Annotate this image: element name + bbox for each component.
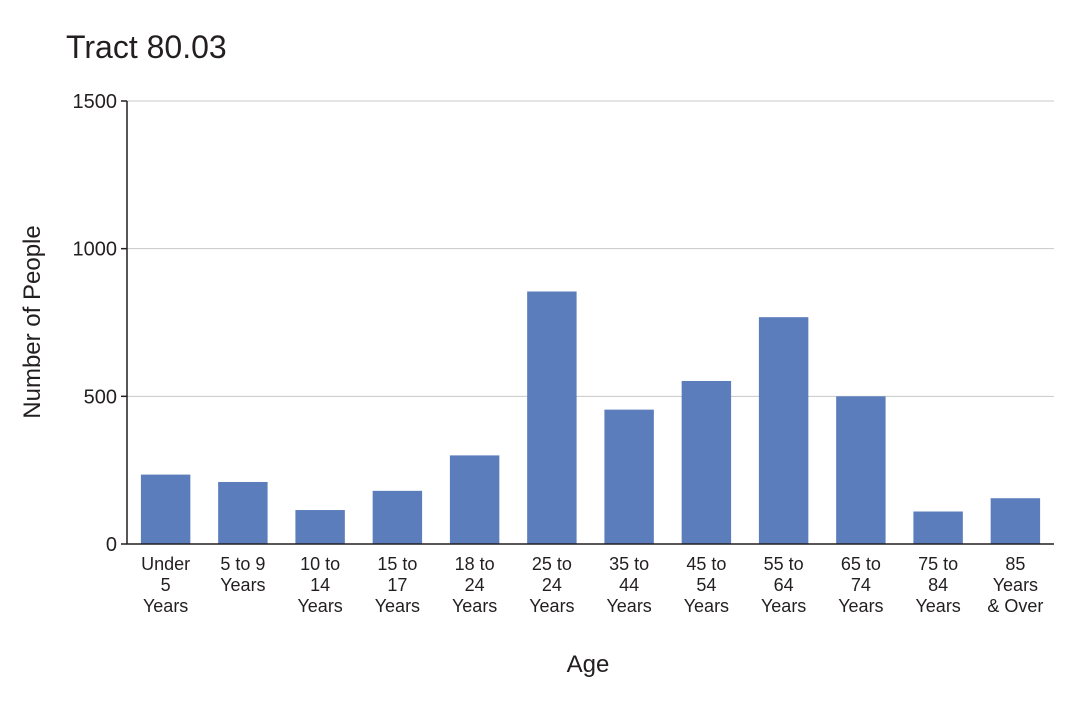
x-tick-label: 15 to 17 Years [375, 554, 420, 616]
x-tick-label-line: Years [838, 596, 883, 616]
x-tick-label-line: 24 [465, 575, 485, 595]
x-tick-label-line: 14 [310, 575, 330, 595]
x-tick-label-line: Years [684, 596, 729, 616]
y-tick-label: 1500 [73, 91, 118, 113]
x-tick-label-line: Years [606, 596, 651, 616]
x-tick-label-line: 35 to [609, 554, 649, 574]
bar [681, 380, 732, 544]
x-tick-label-line: Under [141, 554, 190, 574]
x-tick-label-line: 24 [542, 575, 562, 595]
bar [295, 510, 345, 544]
x-tick-label: 75 to 84 Years [915, 554, 960, 616]
x-tick-label-line: Years [220, 575, 265, 595]
x-tick-label-line: 64 [774, 575, 794, 595]
gridlines [127, 100, 1054, 397]
x-tick-label-line: 15 to [377, 554, 417, 574]
bar [449, 455, 500, 544]
x-tick-label-line: Years [761, 596, 806, 616]
x-tick-label-line: & Over [987, 596, 1043, 616]
bar [990, 498, 1041, 544]
x-tick-label-line: 44 [619, 575, 639, 595]
x-tick-label-line: 74 [851, 575, 871, 595]
y-tick-label: 1000 [73, 239, 118, 261]
x-axis-label: Age [567, 651, 610, 678]
x-tick-label: 55 to 64 Years [761, 554, 806, 616]
x-tick-label-line: 25 to [532, 554, 572, 574]
bar [604, 409, 654, 544]
x-tick-label: 5 to 9 Years [220, 554, 265, 595]
x-tick-label: 10 to 14 Years [297, 554, 342, 616]
x-tick-label-line: 5 [161, 575, 171, 595]
x-tick-label-line: Years [529, 596, 574, 616]
y-tick-label: 0 [106, 534, 117, 556]
x-tick-label: 45 to 54 Years [684, 554, 729, 616]
axes [121, 100, 1054, 545]
x-tick-label-line: Years [297, 596, 342, 616]
x-tick-label-line: 45 to [686, 554, 726, 574]
bar [372, 490, 423, 544]
x-tick-label-line: 10 to [300, 554, 340, 574]
x-tick-label-line: Years [452, 596, 497, 616]
y-axis-ticks: 0 500 1000 1500 [73, 91, 118, 556]
x-tick-label: 18 to 24 Years [452, 554, 497, 616]
x-tick-label-line: 55 to [764, 554, 804, 574]
bar [218, 481, 268, 544]
x-tick-label: 25 to 24 Years [529, 554, 574, 616]
x-tick-label-line: Years [375, 596, 420, 616]
bar [913, 511, 963, 544]
x-tick-label-line: 65 to [841, 554, 881, 574]
x-tick-label-line: 5 to 9 [220, 554, 265, 574]
x-tick-label-line: Years [993, 575, 1038, 595]
bar [836, 396, 886, 544]
bars [140, 291, 1041, 544]
x-tick-label-line: 75 to [918, 554, 958, 574]
x-tick-label-line: 18 to [455, 554, 495, 574]
x-tick-label-line: Years [915, 596, 960, 616]
x-tick-label-line: 17 [387, 575, 407, 595]
x-tick-label: 85 Years & Over [987, 554, 1043, 616]
x-tick-label: Under 5 Years [141, 554, 190, 616]
y-tick-label: 500 [84, 386, 117, 408]
y-axis-label: Number of People [19, 225, 46, 418]
bar [140, 474, 191, 544]
x-tick-label-line: Years [143, 596, 188, 616]
chart-title: Tract 80.03 [66, 29, 227, 65]
x-tick-label: 65 to 74 Years [838, 554, 883, 616]
bar [527, 291, 577, 544]
x-tick-label-line: 84 [928, 575, 948, 595]
x-tick-label-line: 85 [1005, 554, 1025, 574]
x-tick-label-line: 54 [696, 575, 716, 595]
x-tick-label: 35 to 44 Years [606, 554, 651, 616]
bar [758, 317, 809, 544]
